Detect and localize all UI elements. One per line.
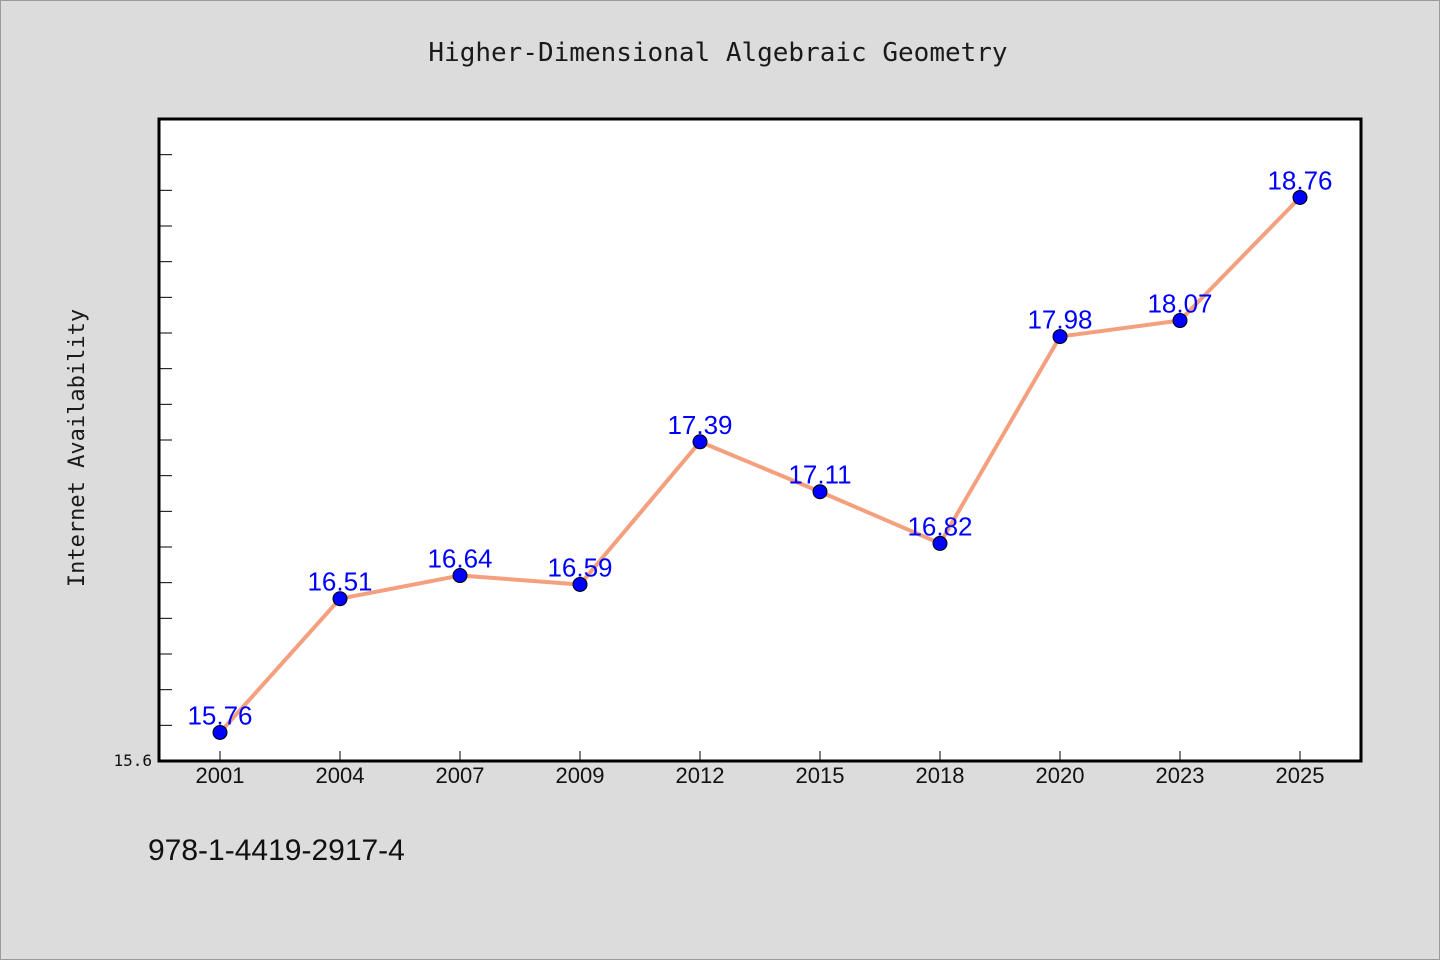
data-label-2001: 15.76 (187, 700, 252, 730)
data-labels-group: 15.76 16.51 16.64 16.59 17.39 17.11 16.82 17.98… (187, 165, 1332, 730)
data-label-2015: 17.11 (788, 460, 851, 490)
isbn-footer-text: 978-1-4419-2917-4 (148, 834, 405, 867)
data-label-2023: 18.07 (1147, 289, 1212, 319)
x-tick-label-2007: 2007 (436, 763, 485, 788)
x-tick-label-2023: 2023 (1156, 763, 1205, 788)
x-tick-label-2018: 2018 (916, 763, 965, 788)
data-point-2009 (572, 576, 588, 592)
x-tick-label-2020: 2020 (1036, 763, 1085, 788)
data-label-2009: 16.59 (547, 552, 612, 582)
data-point-2020 (1052, 329, 1068, 345)
data-label-2004: 16.51 (307, 567, 372, 597)
data-label-2025: 18.76 (1267, 165, 1332, 195)
data-point-2018 (932, 535, 948, 551)
y-axis-label: Internet Availability (65, 309, 90, 587)
x-tick-label-2025: 2025 (1276, 763, 1325, 788)
data-point-2023 (1172, 313, 1188, 329)
y-axis-ticks (159, 118, 172, 762)
data-point-2001 (212, 724, 228, 740)
data-point-2007 (452, 568, 468, 584)
plot-area (157, 117, 1363, 763)
data-label-2007: 16.64 (427, 544, 492, 574)
x-tick-label-2012: 2012 (676, 763, 725, 788)
series-line (218, 196, 1302, 734)
y-tick-label: 15.6 (113, 751, 152, 770)
x-tick-label-2009: 2009 (556, 763, 605, 788)
x-tick-label-2004: 2004 (316, 763, 365, 788)
x-axis-tick-labels: 2001 2004 2007 2009 2012 2015 2018 2020 2023 2025 (196, 763, 1325, 788)
x-tick-label-2001: 2001 (196, 763, 245, 788)
data-label-2012: 17.39 (667, 410, 732, 440)
data-point-2015 (812, 484, 828, 500)
data-label-2018: 16.82 (907, 511, 972, 541)
data-point-2012 (692, 434, 708, 450)
x-tick-label-2015: 2015 (796, 763, 845, 788)
data-point-2004 (332, 591, 348, 607)
data-point-2025 (1292, 189, 1308, 205)
x-axis-ticks (219, 751, 1301, 761)
chart-title: Higher-Dimensional Algebraic Geometry (428, 38, 1007, 68)
series-group (212, 189, 1308, 740)
data-label-2020: 17.98 (1027, 305, 1092, 335)
